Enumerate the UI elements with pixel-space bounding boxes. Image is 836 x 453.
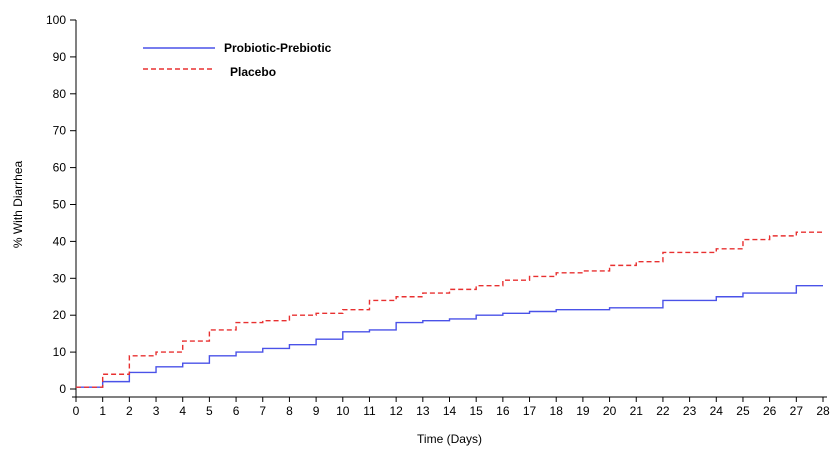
x-tick-label: 15 <box>469 404 483 418</box>
y-tick-label: 30 <box>53 271 67 285</box>
series-line-probiotic-prebiotic <box>76 284 823 388</box>
x-tick-label: 2 <box>126 404 133 418</box>
x-tick-label: 25 <box>736 404 750 418</box>
x-tick-label: 1 <box>99 404 106 418</box>
x-tick-label: 13 <box>416 404 430 418</box>
y-tick-label: 70 <box>53 124 67 138</box>
x-tick-label: 18 <box>550 404 564 418</box>
x-tick-label: 19 <box>576 404 590 418</box>
x-tick-label: 10 <box>336 404 350 418</box>
plot-area <box>75 231 824 388</box>
x-tick-label: 27 <box>790 404 804 418</box>
y-tick-label: 100 <box>46 13 66 27</box>
y-axis-title: % With Diarrhea <box>11 160 25 248</box>
series-line-placebo <box>76 231 823 388</box>
y-tick-label: 40 <box>53 234 67 248</box>
x-tick-label: 3 <box>153 404 160 418</box>
x-tick-label: 20 <box>603 404 617 418</box>
x-tick-label: 16 <box>496 404 510 418</box>
x-axis-title: Time (Days) <box>417 432 482 446</box>
x-tick-label: 24 <box>710 404 724 418</box>
x-tick-label: 7 <box>259 404 266 418</box>
legend: Probiotic-Prebiotic Placebo <box>143 41 332 79</box>
x-tick-label: 5 <box>206 404 213 418</box>
x-tick-label: 22 <box>656 404 670 418</box>
x-tick-label: 12 <box>389 404 403 418</box>
x-tick-label: 23 <box>683 404 697 418</box>
x-tick-label: 8 <box>286 404 293 418</box>
y-tick-label: 50 <box>53 198 67 212</box>
y-tick-label: 60 <box>53 161 67 175</box>
x-tick-label: 17 <box>523 404 537 418</box>
x-tick-label: 4 <box>179 404 186 418</box>
x-tick-label: 26 <box>763 404 777 418</box>
x-tick-label: 21 <box>630 404 644 418</box>
legend-label: Probiotic-Prebiotic <box>224 41 332 55</box>
x-tick-label: 11 <box>363 404 376 418</box>
x-tick-label: 9 <box>313 404 320 418</box>
y-tick-label: 90 <box>53 50 67 64</box>
x-tick-label: 6 <box>233 404 240 418</box>
y-tick-label: 10 <box>53 345 67 359</box>
y-tick-label: 0 <box>59 382 66 396</box>
x-tick-label: 14 <box>443 404 457 418</box>
x-tick-label: 28 <box>816 404 830 418</box>
x-tick-label: 0 <box>73 404 80 418</box>
y-tick-label: 80 <box>53 87 67 101</box>
y-tick-label: 20 <box>53 308 67 322</box>
legend-label: Placebo <box>230 65 276 79</box>
